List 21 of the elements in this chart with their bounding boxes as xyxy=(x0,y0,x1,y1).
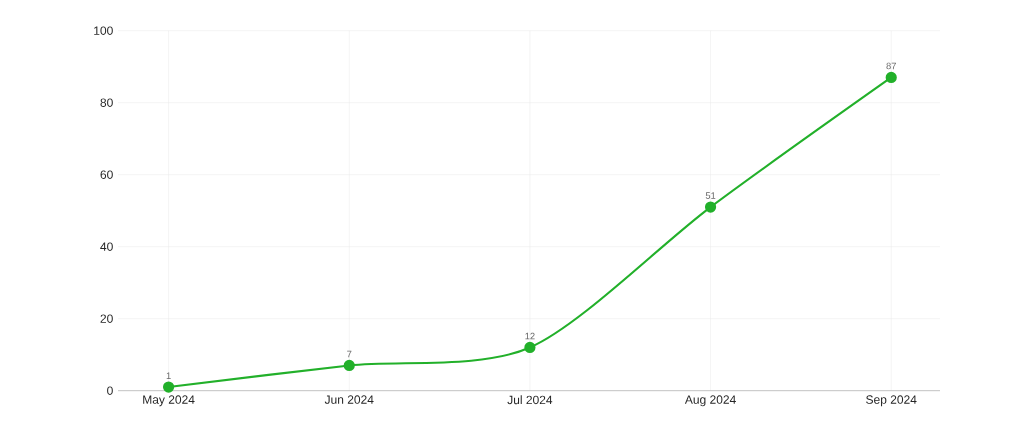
y-tick-label: 100 xyxy=(94,26,113,36)
point xyxy=(162,381,175,393)
y-tick-label: 80 xyxy=(100,98,113,108)
data-label: 7 xyxy=(347,351,352,358)
point xyxy=(343,360,355,372)
x-tick-label: Aug 2024 xyxy=(684,395,736,407)
x-tick-label: May 2024 xyxy=(143,395,195,407)
y-tick-label: 60 xyxy=(100,170,113,180)
x-tick-label: Jun 2024 xyxy=(324,395,374,405)
point xyxy=(524,342,536,354)
y-tick-label: 20 xyxy=(100,314,113,324)
data-label: 87 xyxy=(886,62,896,70)
y-tick-label: 0 xyxy=(107,386,113,396)
y-tick-label: 40 xyxy=(100,242,113,252)
point xyxy=(885,72,897,84)
point xyxy=(704,201,717,213)
data-label: 51 xyxy=(705,192,716,200)
data-label: 1 xyxy=(166,372,171,380)
x-tick-label: Jul 2024 xyxy=(507,395,553,405)
x-tick-label: Sep 2024 xyxy=(866,395,917,407)
data-label: 12 xyxy=(525,332,535,340)
